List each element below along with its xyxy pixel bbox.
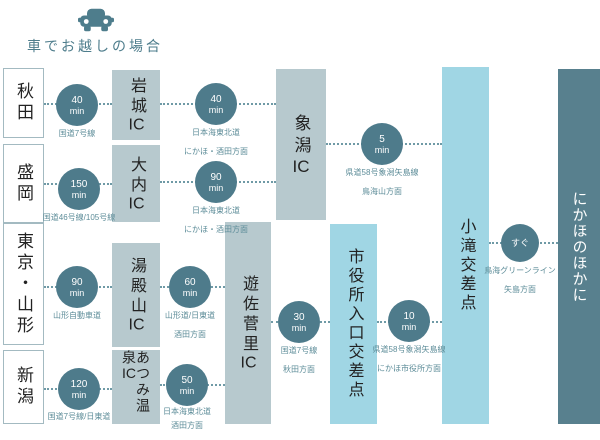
node-atsumi-onsen-ic: あつみ温泉IC <box>112 350 160 424</box>
node-yuza-sugesato-ic: 遊佐菅里IC <box>225 222 271 424</box>
node-akita-label: 秋田 <box>14 82 33 124</box>
node-tokyo-yamagata: 東京・山形 <box>3 223 44 345</box>
route-caption-kotaki-dest: 鳥海グリーンライン 矢島方面 <box>484 266 556 294</box>
time-circle-yudonosan-yuza: 60 min <box>169 266 211 308</box>
route-caption-ouchi-kisakata: 日本海東北道 にかほ・酒田方面 <box>184 206 248 234</box>
route-caption-niigata-atsumi: 国道7号線/日東道 <box>47 412 111 421</box>
time-circle-yuza-shiyakusho: 30 min <box>278 301 320 343</box>
route-caption-yudonosan-yuza: 山形道/日東道 酒田方面 <box>164 311 216 339</box>
node-iwaki-ic: 岩城IC <box>112 70 160 140</box>
node-kisakata-ic: 象潟IC <box>276 69 326 220</box>
time-circle-akita-iwaki: 40 min <box>56 84 98 126</box>
node-yuza-sugesato-ic-label: 遊佐菅里IC <box>240 275 257 371</box>
node-kotaki-label: 小滝交差点 <box>457 218 475 313</box>
node-ouchi-ic: 大内IC <box>112 145 160 222</box>
node-kisakata-ic-label: 象潟IC <box>291 114 311 175</box>
time-circle-kisakata-kotaki: 5 min <box>361 123 403 165</box>
node-atsumi-onsen-ic-label: あつみ温泉IC <box>121 350 151 414</box>
node-niigata: 新潟 <box>3 350 44 424</box>
page-title: 車でお越しの場合 <box>27 38 163 54</box>
route-caption-iwaki-kisakata: 日本海東北道 にかほ・酒田方面 <box>184 128 248 156</box>
time-circle-atsumi-yuza: 50 min <box>166 364 208 406</box>
node-shiyakusho-iriguchi-crossing: 市役所入口交差点 <box>330 224 377 424</box>
time-circle-tokyo-yudonosan: 90 min <box>56 266 98 308</box>
node-niigata-label: 新潟 <box>14 366 33 408</box>
time-circle-kotaki-dest: すぐ <box>501 224 539 262</box>
time-circle-niigata-atsumi: 120 min <box>58 368 100 410</box>
time-circle-morioka-ouchi: 150 min <box>58 168 100 210</box>
route-caption-tokyo-yudonosan: 山形自動車道 <box>53 311 101 320</box>
route-caption-kisakata-kotaki: 県道58号象潟矢島線 鳥海山方面 <box>345 168 419 196</box>
time-circle-iwaki-kisakata: 40 min <box>195 83 237 125</box>
node-morioka: 盛岡 <box>3 144 44 223</box>
time-circle-ouchi-kisakata: 90 min <box>195 161 237 203</box>
route-caption-shiyakusho-kotaki: 県道58号象潟矢島線 にかほ市役所方面 <box>372 345 446 373</box>
node-ouchi-ic-label: 大内IC <box>128 155 145 212</box>
node-yudonosan-ic-label: 湯殿山IC <box>128 257 145 333</box>
node-akita: 秋田 <box>3 68 44 138</box>
node-destination-label: にかほのほかに <box>570 190 588 303</box>
node-destination: にかほのほかに <box>558 69 600 424</box>
node-yudonosan-ic: 湯殿山IC <box>112 243 160 347</box>
time-circle-shiyakusho-kotaki: 10 min <box>388 300 430 342</box>
route-caption-akita-iwaki: 国道7号線 <box>58 129 96 138</box>
route-caption-morioka-ouchi: 国道46号線/105号線 <box>42 213 116 222</box>
node-kotaki-crossing: 小滝交差点 <box>442 67 489 424</box>
route-caption-yuza-shiyakusho: 国道7号線 秋田方面 <box>280 346 318 374</box>
access-by-car-diagram: 車でお越しの場合 秋田 盛岡 東京・山形 新潟 岩城IC 大内IC 湯殿山IC … <box>3 8 600 430</box>
node-shiyakusho-iriguchi-label: 市役所入口交差点 <box>345 248 363 400</box>
car-icon <box>78 8 114 32</box>
node-tokyo-yamagata-label: 東京・山形 <box>14 231 33 337</box>
node-iwaki-ic-label: 岩城IC <box>128 77 145 133</box>
node-morioka-label: 盛岡 <box>14 162 33 205</box>
